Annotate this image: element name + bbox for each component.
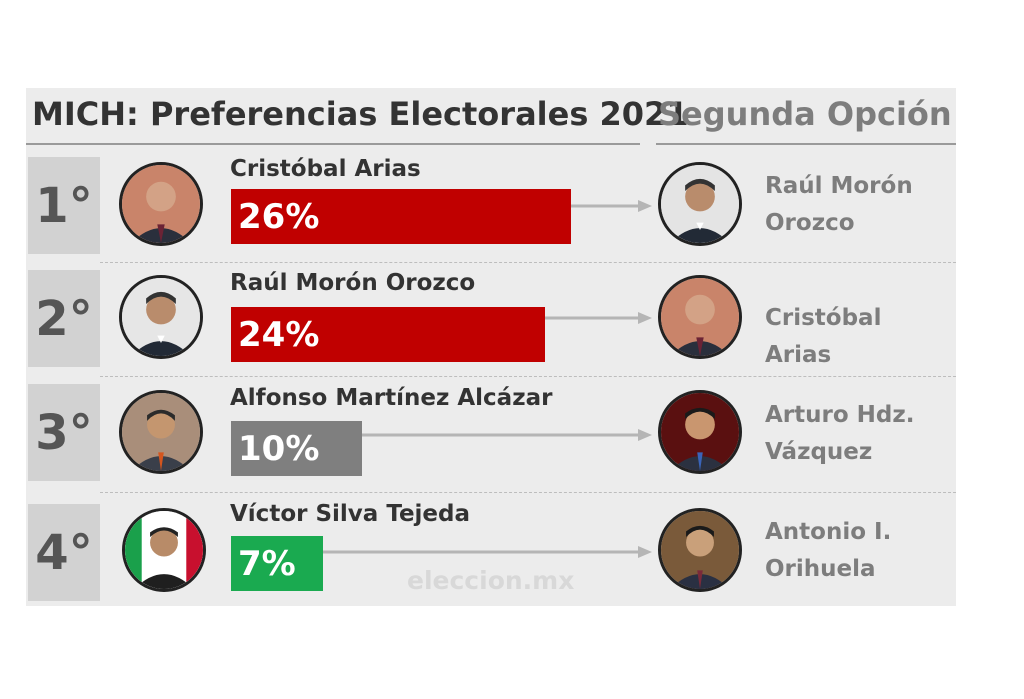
- second-title-underline: [656, 143, 956, 145]
- second-option-photo: [658, 162, 742, 246]
- candidate-photo: [122, 508, 206, 592]
- bar-raul-moron-orozco: 24%: [231, 307, 545, 362]
- candidate-name: Cristóbal Arias: [230, 156, 421, 182]
- second-option-name: Arturo Hdz. Vázquez: [765, 402, 915, 465]
- arrow-head: [638, 200, 652, 212]
- candidate-photo: [119, 390, 203, 474]
- row-divider: [100, 262, 956, 263]
- second-option-name: Cristóbal Arias: [765, 305, 882, 368]
- bar-value-label: 10%: [238, 428, 320, 469]
- row-divider: [100, 376, 956, 377]
- row-divider: [100, 492, 956, 493]
- candidate-photo: [119, 162, 203, 246]
- bar-cristobal-arias: 26%: [231, 189, 571, 244]
- chart-title: MICH: Preferencias Electorales 2021: [32, 95, 689, 133]
- second-option-photo: [658, 390, 742, 474]
- second-option-title: Segunda Opción: [658, 95, 952, 133]
- rank-label: 1°: [28, 157, 100, 254]
- arrow-icon: [545, 312, 652, 324]
- arrow-head: [638, 312, 652, 324]
- rank-label: 4°: [28, 504, 100, 601]
- watermark: eleccion.mx: [407, 566, 575, 595]
- bar-alfonso-martinez-alcazar: 10%: [231, 421, 362, 476]
- second-option-name: Antonio I. Orihuela: [765, 519, 892, 582]
- bar-value-label: 24%: [238, 314, 320, 355]
- second-option-name: Raúl Morón Orozco: [765, 173, 913, 236]
- arrow-icon: [323, 546, 652, 558]
- arrow-icon: [571, 200, 652, 212]
- candidate-name: Alfonso Martínez Alcázar: [230, 385, 553, 411]
- candidate-name: Víctor Silva Tejeda: [230, 501, 471, 527]
- arrow-head: [638, 546, 652, 558]
- candidate-photo: [119, 275, 203, 359]
- arrow-icon: [362, 429, 652, 441]
- second-option-photo: [658, 508, 742, 592]
- candidate-name: Raúl Morón Orozco: [230, 270, 476, 296]
- rank-label: 3°: [28, 384, 100, 481]
- title-underline: [26, 143, 640, 145]
- bar-value-label: 7%: [238, 543, 296, 584]
- rank-label: 2°: [28, 270, 100, 367]
- bar-value-label: 26%: [238, 196, 320, 237]
- second-option-photo: [658, 275, 742, 359]
- arrow-head: [638, 429, 652, 441]
- bar-victor-silva-tejeda: 7%: [231, 536, 323, 591]
